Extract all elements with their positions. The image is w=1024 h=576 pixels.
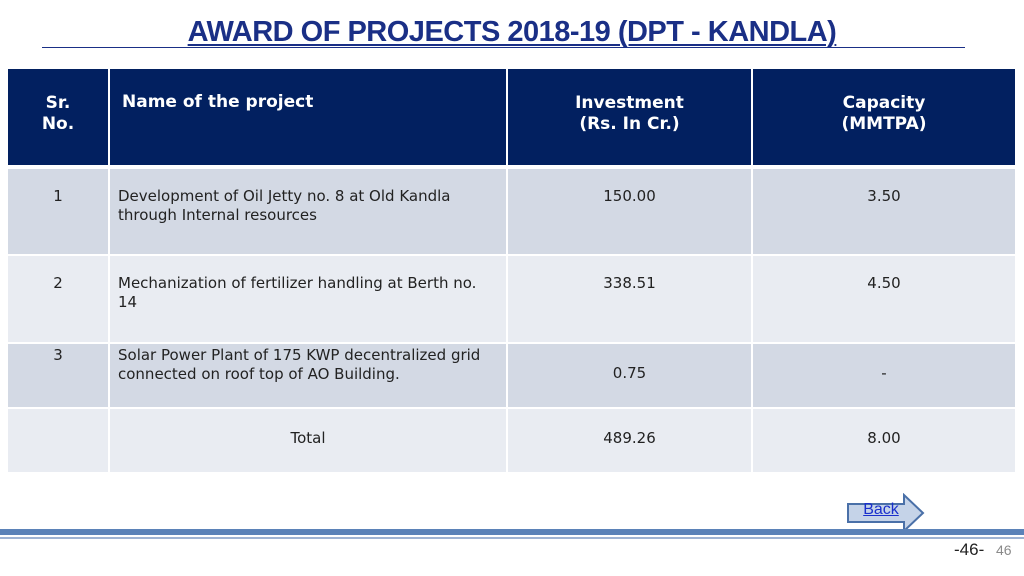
cell-capacity: 4.50 — [753, 254, 1015, 342]
cell-investment: 338.51 — [508, 254, 753, 342]
projects-table: Sr. No. Name of the project Investment (… — [8, 69, 1015, 472]
footer-bar — [0, 529, 1024, 535]
back-button[interactable]: Back — [846, 493, 926, 533]
header-sr-line2: No. — [41, 114, 75, 134]
page-title: AWARD OF PROJECTS 2018-19 (DPT - KANDLA) — [187, 16, 837, 48]
header-investment-line1: Investment — [575, 93, 684, 113]
sr-value: 1 — [53, 187, 63, 205]
sr-value: 3 — [53, 346, 63, 364]
cell-sr: 1 — [8, 165, 110, 254]
capacity-value: - — [881, 364, 887, 382]
total-investment-value: 489.26 — [603, 429, 656, 447]
table-row: 1 Development of Oil Jetty no. 8 at Old … — [8, 165, 1015, 254]
header-name-label: Name of the project — [122, 92, 314, 112]
table-header-row: Sr. No. Name of the project Investment (… — [8, 69, 1015, 165]
project-name-value: Mechanization of fertilizer handling at … — [118, 274, 477, 311]
cell-project-name: Mechanization of fertilizer handling at … — [110, 254, 508, 342]
cell-total-capacity: 8.00 — [753, 407, 1015, 472]
table-total-row: Total 489.26 8.00 — [8, 407, 1015, 472]
cell-sr-empty — [8, 407, 110, 472]
back-link[interactable]: Back — [863, 501, 899, 518]
cell-capacity: - — [753, 342, 1015, 407]
sr-value: 2 — [53, 274, 63, 292]
header-capacity-line2: (MMTPA) — [841, 114, 927, 134]
header-investment: Investment (Rs. In Cr.) — [508, 69, 753, 165]
capacity-value: 3.50 — [867, 187, 901, 205]
header-capacity: Capacity (MMTPA) — [753, 69, 1015, 165]
table-row: 3 Solar Power Plant of 175 KWP decentral… — [8, 342, 1015, 407]
cell-investment: 150.00 — [508, 165, 753, 254]
right-arrow-icon — [847, 493, 925, 533]
page-label: -46- — [954, 540, 985, 559]
cell-sr: 3 — [8, 342, 110, 407]
header-sr-line1: Sr. — [45, 93, 71, 113]
footer-bar-thin — [0, 537, 1024, 539]
header-sr-no: Sr. No. — [8, 69, 110, 165]
total-capacity-value: 8.00 — [867, 429, 901, 447]
slide-number: 46 — [996, 542, 1012, 558]
cell-total-label: Total — [110, 407, 508, 472]
total-label: Total — [290, 429, 326, 447]
title-underline — [42, 47, 965, 48]
cell-investment: 0.75 — [508, 342, 753, 407]
header-project-name: Name of the project — [110, 69, 508, 165]
capacity-value: 4.50 — [867, 274, 901, 292]
cell-total-investment: 489.26 — [508, 407, 753, 472]
investment-value: 338.51 — [603, 274, 656, 292]
project-name-value: Solar Power Plant of 175 KWP decentraliz… — [118, 346, 481, 383]
investment-value: 150.00 — [603, 187, 656, 205]
table-row: 2 Mechanization of fertilizer handling a… — [8, 254, 1015, 342]
cell-project-name: Solar Power Plant of 175 KWP decentraliz… — [110, 342, 508, 407]
investment-value: 0.75 — [612, 364, 647, 382]
cell-sr: 2 — [8, 254, 110, 342]
project-name-value: Development of Oil Jetty no. 8 at Old Ka… — [118, 187, 451, 224]
header-investment-line2: (Rs. In Cr.) — [579, 114, 680, 134]
cell-project-name: Development of Oil Jetty no. 8 at Old Ka… — [110, 165, 508, 254]
cell-capacity: 3.50 — [753, 165, 1015, 254]
header-capacity-line1: Capacity — [842, 93, 926, 113]
